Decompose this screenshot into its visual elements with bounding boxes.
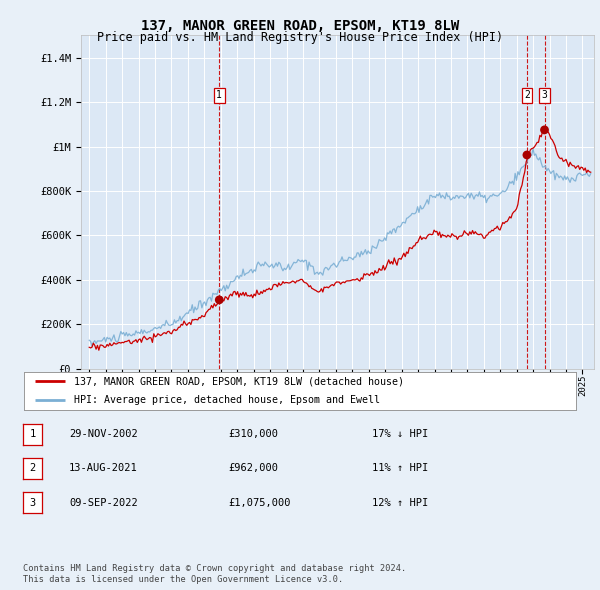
- Point: [522, 150, 532, 160]
- Text: 29-NOV-2002: 29-NOV-2002: [69, 430, 138, 439]
- Text: 1: 1: [29, 430, 35, 439]
- Point: [214, 295, 224, 304]
- Point: [540, 125, 550, 135]
- Text: Price paid vs. HM Land Registry's House Price Index (HPI): Price paid vs. HM Land Registry's House …: [97, 31, 503, 44]
- Text: 1: 1: [217, 90, 222, 100]
- Text: 12% ↑ HPI: 12% ↑ HPI: [372, 498, 428, 507]
- Text: 2: 2: [524, 90, 530, 100]
- Text: 3: 3: [542, 90, 547, 100]
- Text: 13-AUG-2021: 13-AUG-2021: [69, 464, 138, 473]
- Text: 17% ↓ HPI: 17% ↓ HPI: [372, 430, 428, 439]
- Text: £1,075,000: £1,075,000: [228, 498, 290, 507]
- Text: This data is licensed under the Open Government Licence v3.0.: This data is licensed under the Open Gov…: [23, 575, 343, 584]
- Text: 09-SEP-2022: 09-SEP-2022: [69, 498, 138, 507]
- Text: 2: 2: [29, 464, 35, 473]
- Text: 137, MANOR GREEN ROAD, EPSOM, KT19 8LW (detached house): 137, MANOR GREEN ROAD, EPSOM, KT19 8LW (…: [74, 376, 404, 386]
- Text: HPI: Average price, detached house, Epsom and Ewell: HPI: Average price, detached house, Epso…: [74, 395, 380, 405]
- Text: 137, MANOR GREEN ROAD, EPSOM, KT19 8LW: 137, MANOR GREEN ROAD, EPSOM, KT19 8LW: [141, 19, 459, 34]
- Text: 11% ↑ HPI: 11% ↑ HPI: [372, 464, 428, 473]
- Text: Contains HM Land Registry data © Crown copyright and database right 2024.: Contains HM Land Registry data © Crown c…: [23, 565, 406, 573]
- Text: 3: 3: [29, 498, 35, 507]
- Text: £962,000: £962,000: [228, 464, 278, 473]
- Text: £310,000: £310,000: [228, 430, 278, 439]
